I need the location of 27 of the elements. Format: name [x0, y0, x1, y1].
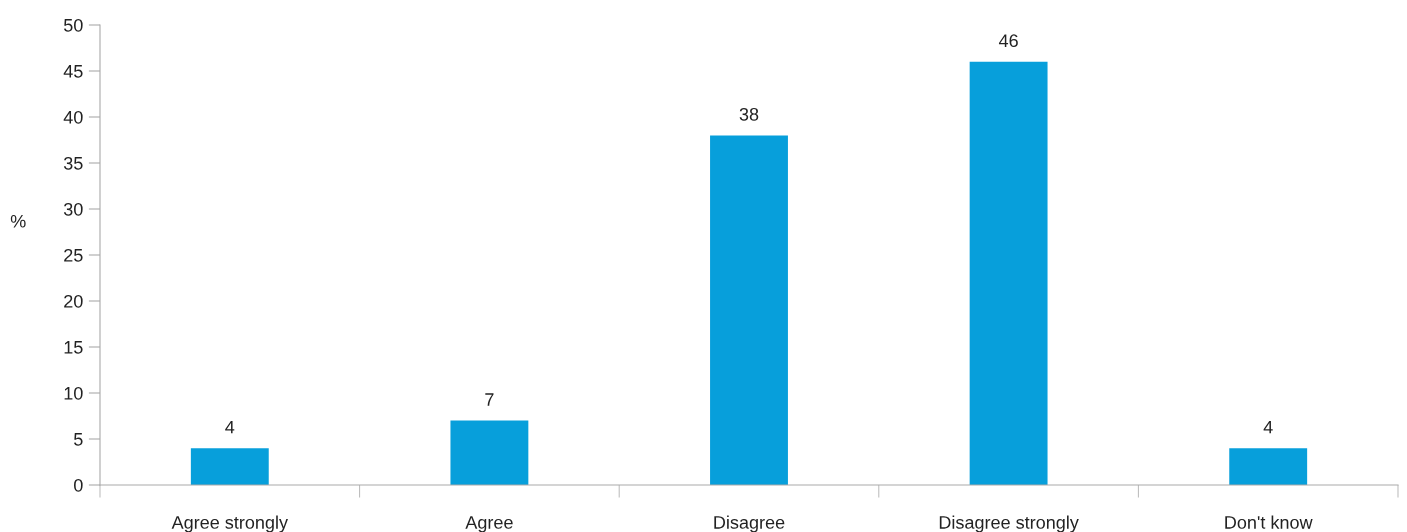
x-tick-label: Disagree strongly [939, 515, 1079, 532]
y-tick-label: 0 [74, 478, 83, 492]
data-label: 4 [225, 420, 235, 434]
y-tick-label: 25 [64, 248, 83, 262]
y-tick-label: 35 [63, 156, 83, 170]
data-label: 46 [998, 34, 1018, 48]
y-tick-label: 40 [63, 110, 83, 124]
y-tick-label: 50 [63, 18, 83, 32]
data-label: 4 [1263, 420, 1273, 434]
data-label: 38 [739, 107, 759, 121]
y-tick-label: 20 [64, 294, 83, 308]
y-tick-label: 30 [63, 202, 83, 216]
x-tick-label: Agree [465, 516, 513, 532]
x-tick-label: Agree strongly [171, 515, 288, 532]
y-tick-label: 10 [64, 386, 83, 400]
x-tick-label: Don't know [1225, 515, 1313, 529]
bar [1229, 448, 1308, 485]
x-tick-label: Disagree [714, 515, 785, 532]
bar [190, 448, 269, 485]
y-axis-title: % [10, 214, 26, 228]
bar [450, 420, 529, 485]
y-tick-label: 15 [64, 341, 83, 354]
bar [710, 135, 788, 485]
data-label: 7 [485, 393, 494, 406]
y-tick-label: 45 [63, 65, 83, 78]
y-tick-label: 5 [74, 433, 83, 446]
bar [969, 61, 1048, 485]
